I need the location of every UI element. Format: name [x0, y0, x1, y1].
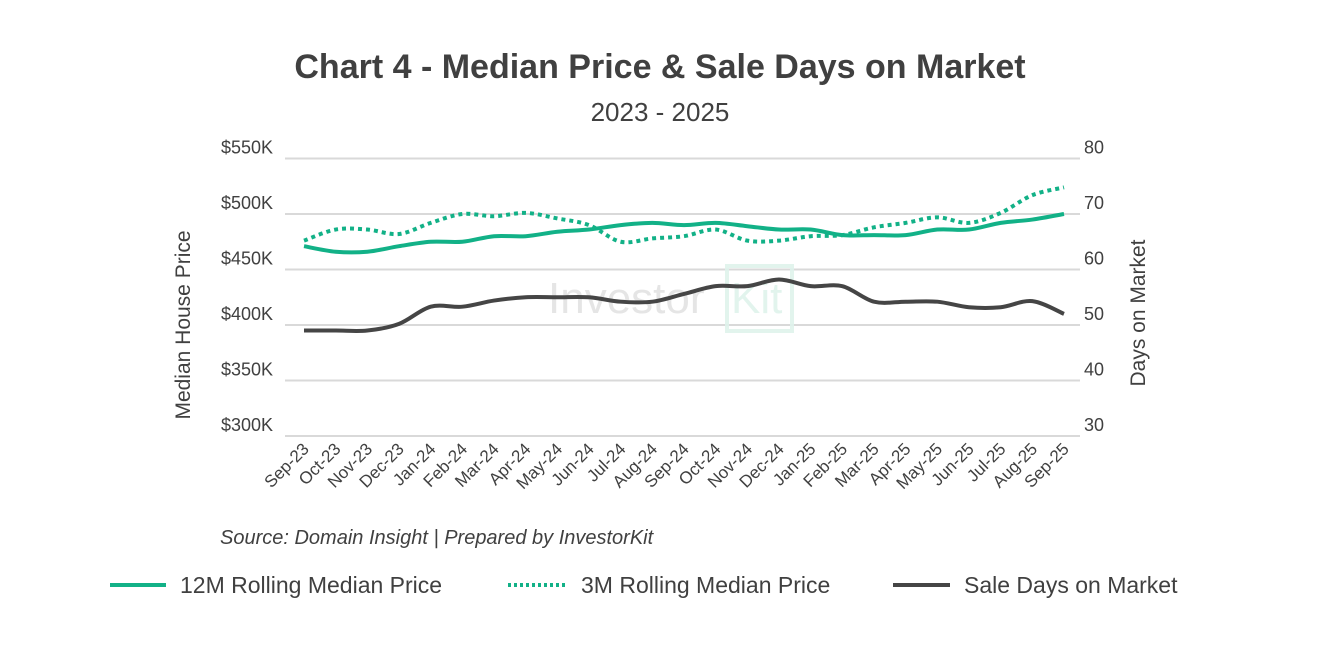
y-tick-label: $450K [221, 249, 273, 269]
legend-item-12m[interactable]: 12M Rolling Median Price [110, 572, 442, 598]
y2-tick-label: 70 [1084, 193, 1104, 213]
series-12m-rolling-median-price [304, 214, 1064, 252]
y-axis-title: Median House Price [172, 230, 195, 419]
y2-tick-label: 30 [1084, 415, 1104, 435]
legend-label-12m: 12M Rolling Median Price [180, 572, 442, 598]
y-tick-label: $400K [221, 304, 273, 324]
y2-axis-title: Days on Market [1127, 239, 1150, 386]
y2-tick-label: 80 [1084, 138, 1104, 158]
chart-title: Chart 4 - Median Price & Sale Days on Ma… [294, 48, 1025, 86]
y-tick-label: $500K [221, 193, 273, 213]
y-tick-label: $550K [221, 138, 273, 158]
legend-label-dom: Sale Days on Market [964, 572, 1178, 598]
y2-tick-label: 50 [1084, 304, 1104, 324]
y-tick-label: $300K [221, 415, 273, 435]
legend: 12M Rolling Median Price 3M Rolling Medi… [110, 572, 1178, 598]
chart-subtitle: 2023 - 2025 [591, 97, 730, 127]
y2-tick-label: 40 [1084, 360, 1104, 380]
y-tick-label: $350K [221, 360, 273, 380]
legend-item-3m[interactable]: 3M Rolling Median Price [508, 572, 830, 598]
legend-item-dom[interactable]: Sale Days on Market [893, 572, 1178, 598]
legend-label-3m: 3M Rolling Median Price [581, 572, 830, 598]
source-note: Source: Domain Insight | Prepared by Inv… [220, 527, 655, 549]
y2-tick-label: 60 [1084, 249, 1104, 269]
